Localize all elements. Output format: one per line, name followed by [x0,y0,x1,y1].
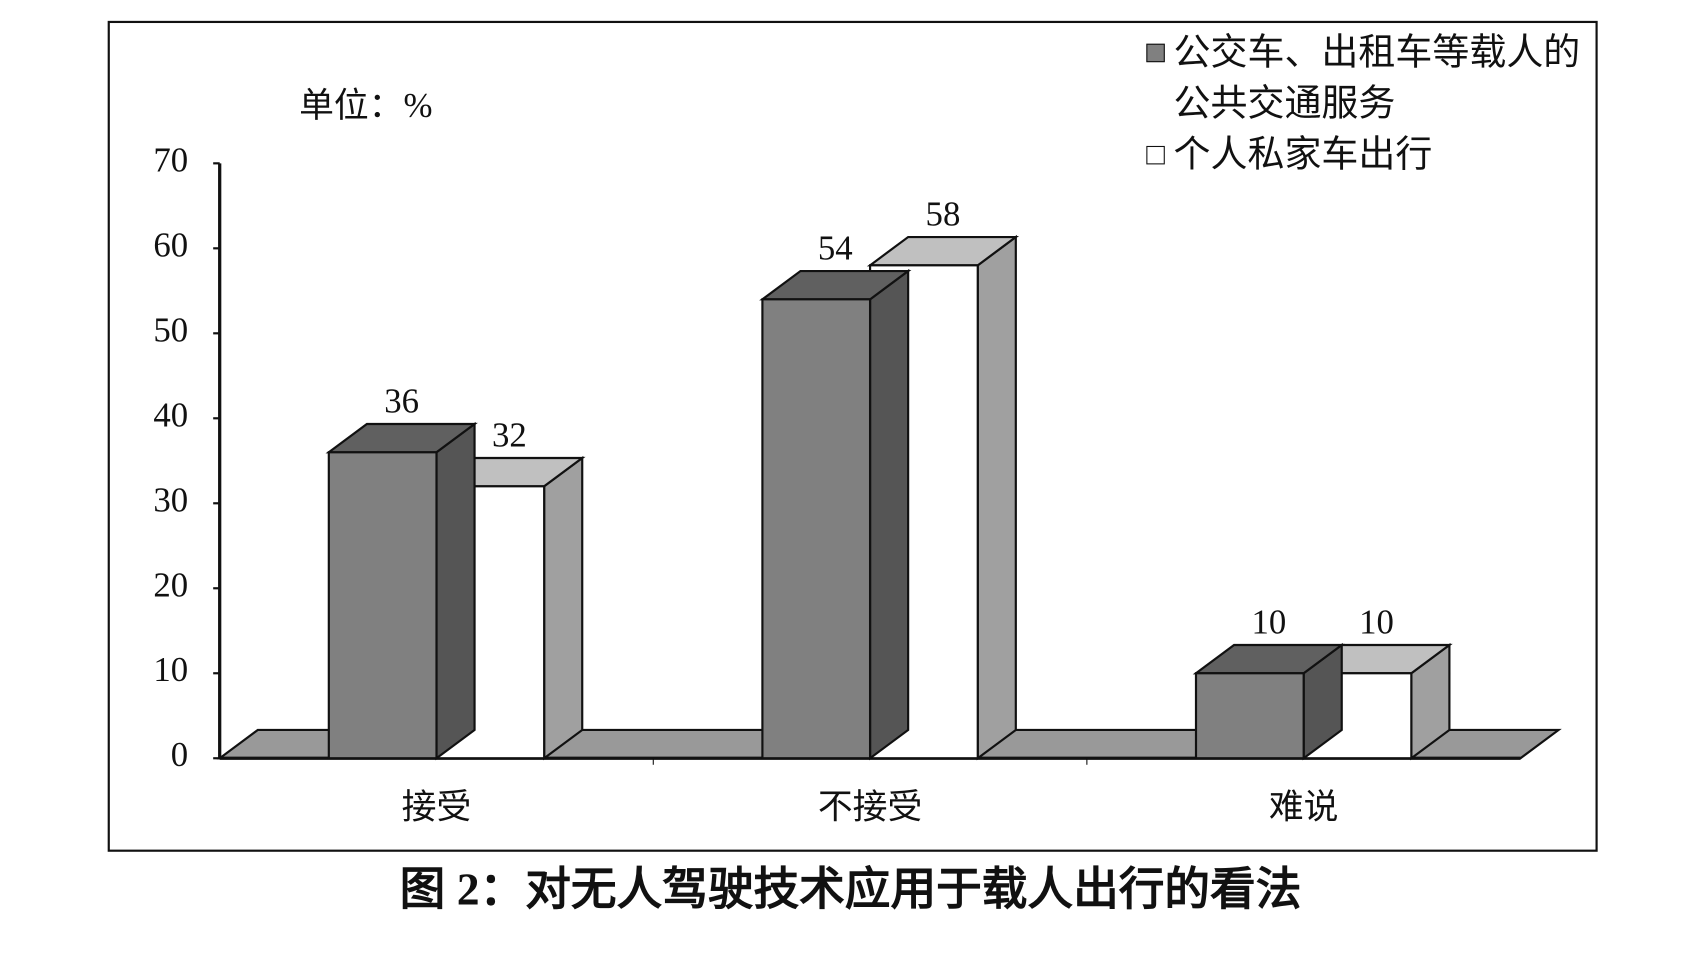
y-tick-label: 0 [171,735,188,774]
y-tick-label: 70 [153,140,188,179]
value-label: 58 [926,194,961,233]
y-tick-label: 60 [153,225,188,264]
bar-side [543,455,584,761]
y-tick-label: 10 [153,650,188,689]
x-tick-label: 不接受 [818,787,922,826]
value-label: 36 [384,381,419,420]
value-label: 10 [1251,602,1286,641]
chart-title: 图 2：对无人驾驶技术应用于载人出行的看法 [400,864,1302,915]
y-tick-label: 30 [153,480,188,519]
legend-label: 个人私家车出行 [1173,135,1433,176]
legend-entry: 公交车、出租车等载人的公共交通服务 [1142,27,1588,129]
value-label: 10 [1359,602,1394,641]
bar-side [868,268,910,761]
bar [1194,672,1305,760]
value-label: 32 [492,415,527,454]
legend-entry: 个人私家车出行 [1142,130,1588,181]
value-label: 54 [818,228,853,267]
bar-side [976,234,1017,761]
legend-box: 公交车、出租车等载人的公共交通服务个人私家车出行 [1142,27,1588,180]
bar [761,298,872,760]
x-tick-label: 难说 [1269,787,1339,826]
x-tick-label: 接受 [402,787,472,826]
chart-frame [107,20,1598,852]
y-unit-label: 单位：% [299,86,432,125]
bar [327,451,438,760]
y-tick-label: 40 [153,395,188,434]
bar-side [435,421,476,761]
y-tick-label: 20 [153,565,188,604]
legend-swatch [1146,43,1165,63]
y-tick-label: 50 [153,310,188,349]
legend-label: 公交车、出租车等载人的公共交通服务 [1173,32,1581,125]
legend-swatch [1146,145,1165,165]
